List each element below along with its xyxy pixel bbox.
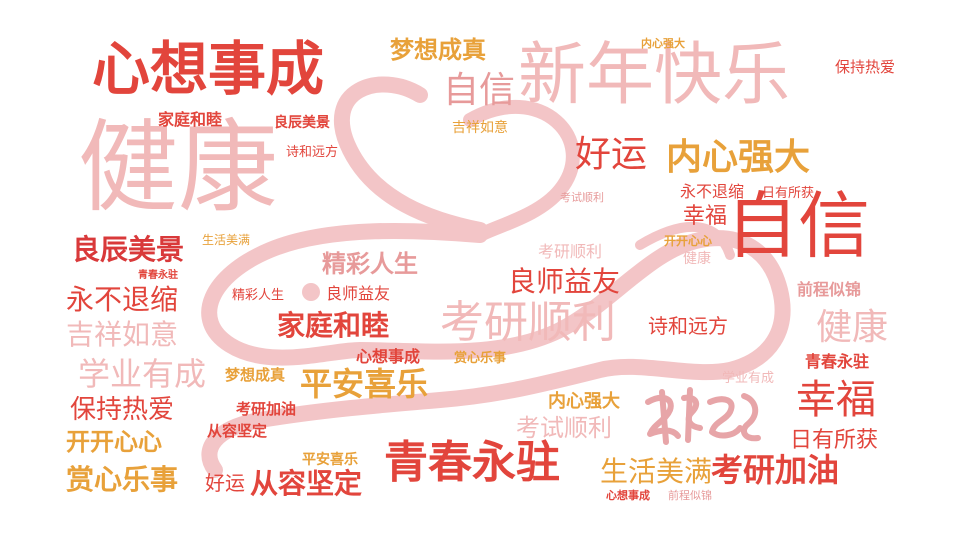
word: 好运 bbox=[575, 134, 648, 175]
rabbit-eye-icon bbox=[302, 283, 320, 301]
word: 精彩人生 bbox=[232, 288, 285, 303]
word: 家庭和睦 bbox=[158, 110, 223, 129]
word: 日有所获 bbox=[762, 186, 815, 201]
word: 学业有成 bbox=[722, 371, 775, 386]
word: 良师益友 bbox=[326, 284, 391, 303]
word: 精彩人生 bbox=[322, 250, 418, 278]
word: 好运 bbox=[205, 471, 245, 495]
word: 内心强大 bbox=[548, 391, 620, 412]
word: 考试顺利 bbox=[560, 191, 604, 204]
word: 幸福 bbox=[796, 377, 876, 423]
word: 保持热爱 bbox=[70, 395, 175, 425]
word: 梦想成真 bbox=[390, 36, 486, 64]
word: 日有所获 bbox=[790, 428, 879, 453]
word: 内心强大 bbox=[666, 137, 811, 178]
word: 赏心乐事 bbox=[454, 351, 507, 366]
word: 吉祥如意 bbox=[66, 318, 179, 351]
word: 良辰美景 bbox=[274, 115, 330, 131]
word: 生活美满 bbox=[202, 233, 251, 247]
word: 家庭和睦 bbox=[277, 309, 390, 342]
word: 开开心心 bbox=[66, 428, 162, 456]
word: 永不退缩 bbox=[66, 283, 179, 316]
word: 从容坚定 bbox=[250, 467, 363, 500]
word: 自信 bbox=[443, 70, 516, 111]
word: 青春永驻 bbox=[805, 352, 870, 371]
word: 吉祥如意 bbox=[452, 120, 508, 136]
word: 青春永驻 bbox=[384, 437, 560, 488]
word: 生活美满 bbox=[600, 455, 713, 488]
word: 新年快乐 bbox=[518, 36, 791, 115]
word: 健康 bbox=[683, 251, 711, 267]
calligraphy-stamp-icon bbox=[645, 387, 761, 445]
word: 考试顺利 bbox=[516, 414, 612, 442]
word: 考研顺利 bbox=[538, 242, 603, 261]
word: 健康 bbox=[78, 109, 278, 226]
word: 开开心心 bbox=[664, 234, 713, 248]
word: 平安喜乐 bbox=[302, 452, 358, 468]
word: 幸福 bbox=[683, 204, 728, 229]
word: 学业有成 bbox=[78, 355, 207, 393]
word: 心想事成 bbox=[356, 347, 421, 366]
word: 心想事成 bbox=[606, 489, 650, 502]
word: 良辰美景 bbox=[72, 233, 185, 266]
word: 诗和远方 bbox=[648, 314, 728, 338]
word: 赏心乐事 bbox=[66, 463, 179, 496]
word: 健康 bbox=[816, 307, 889, 348]
word: 考研顺利 bbox=[440, 297, 616, 348]
word: 前程似锦 bbox=[797, 280, 862, 299]
word: 保持热爱 bbox=[835, 58, 896, 76]
word: 从容坚定 bbox=[207, 422, 268, 440]
word: 内心强大 bbox=[641, 37, 685, 50]
word: 考研加油 bbox=[711, 451, 840, 489]
word: 良师益友 bbox=[508, 265, 621, 298]
word: 永不退缩 bbox=[680, 182, 745, 201]
word: 诗和远方 bbox=[286, 145, 339, 160]
word: 青春永驻 bbox=[138, 270, 178, 281]
word: 平安喜乐 bbox=[300, 365, 429, 403]
word: 自信 bbox=[726, 184, 871, 268]
word: 心想事成 bbox=[92, 35, 325, 103]
word: 考研加油 bbox=[236, 400, 297, 418]
word: 前程似锦 bbox=[668, 489, 712, 502]
word: 梦想成真 bbox=[225, 366, 286, 384]
